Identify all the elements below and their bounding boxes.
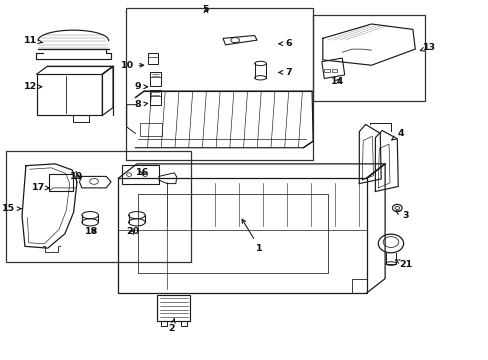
Text: 17: 17 (31, 183, 49, 192)
Text: 14: 14 (330, 77, 344, 86)
Text: 11: 11 (24, 36, 43, 45)
Bar (331, 69, 337, 72)
Bar (140, 123, 162, 136)
Text: 15: 15 (2, 204, 21, 213)
Bar (37, 74, 102, 116)
Text: 10: 10 (121, 61, 143, 70)
Bar (157, 295, 190, 320)
Bar (323, 69, 329, 72)
Text: 7: 7 (279, 68, 291, 77)
Text: 1: 1 (242, 219, 263, 253)
Bar (150, 72, 161, 86)
Text: 3: 3 (395, 211, 408, 220)
Text: 13: 13 (419, 43, 436, 52)
Text: 12: 12 (24, 82, 41, 91)
Text: 9: 9 (134, 82, 147, 91)
Text: 4: 4 (391, 129, 403, 140)
Bar (138, 194, 327, 273)
Bar (6, 151, 191, 262)
Text: 19: 19 (70, 172, 83, 181)
Text: 8: 8 (134, 100, 147, 109)
Text: 21: 21 (395, 260, 411, 269)
Text: 5: 5 (203, 5, 209, 14)
Bar (122, 165, 159, 184)
Text: 18: 18 (85, 228, 98, 237)
Text: 20: 20 (126, 228, 139, 237)
Bar (312, 15, 424, 101)
Text: 16: 16 (136, 168, 149, 177)
Bar (49, 174, 73, 191)
Bar (150, 90, 161, 105)
Text: 2: 2 (168, 319, 175, 333)
Bar (147, 53, 158, 64)
Bar (118, 178, 366, 293)
Bar (125, 8, 312, 160)
Text: 6: 6 (279, 39, 291, 48)
